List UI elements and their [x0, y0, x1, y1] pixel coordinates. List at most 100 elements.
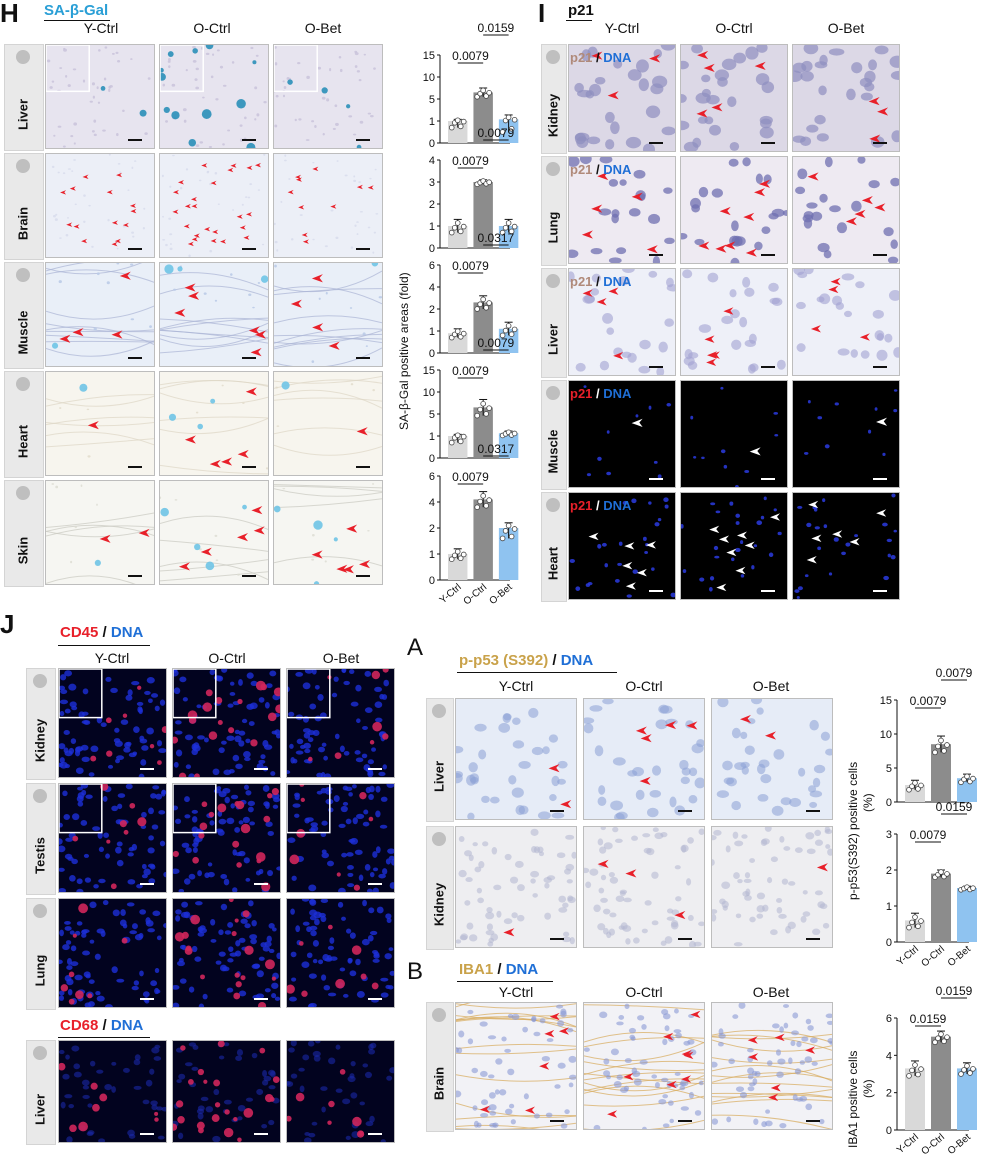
data-point: [499, 332, 506, 339]
row-label-strip: [26, 898, 56, 1010]
bar-o-bet: [498, 433, 519, 458]
row-label-strip: [426, 826, 454, 950]
y-tick-label: 1: [429, 549, 435, 561]
y-tick-label: 1: [429, 326, 435, 338]
bar-chart-H-brain: 0 1 2 3 4 0.0079 0.0079: [429, 126, 519, 255]
panel-h-col-obet: O-Bet: [304, 20, 342, 36]
skin-organ-icon: [16, 486, 30, 500]
micrograph-tile: [680, 380, 788, 488]
panel-i-tile-stain-label: p21 / DNA: [570, 162, 631, 177]
micrograph-tile: [680, 492, 788, 600]
y-tick-label: 4: [886, 1050, 892, 1062]
panel-h-stain-title: SA-β-Gal: [44, 2, 109, 19]
x-tick-label: Y-Ctrl: [895, 1132, 921, 1156]
data-point: [486, 405, 492, 411]
muscle-organ-icon: [546, 386, 560, 400]
micrograph-tile: [286, 668, 395, 778]
panel-a-col-obet: O-Bet: [752, 678, 790, 694]
micrograph-tile: [172, 898, 281, 1008]
p-value-label: 0.0079: [910, 828, 947, 842]
micrograph-tile: [45, 371, 155, 476]
bar-o-ctrl: [473, 92, 493, 143]
micrograph-tile: [273, 480, 383, 585]
data-point: [480, 400, 486, 407]
panel-j-sep-1: /: [102, 624, 107, 641]
data-point: [508, 126, 515, 132]
data-point: [483, 502, 489, 509]
dna-label: DNA: [603, 162, 632, 177]
micrograph-tile: [680, 44, 788, 152]
micrograph-tile: [568, 44, 676, 152]
data-point: [505, 322, 512, 329]
panel-j-cd45: CD45: [60, 624, 99, 641]
row-label-strip: [541, 380, 567, 490]
bar-o-ctrl: [473, 302, 493, 353]
y-tick-label: 2: [429, 523, 435, 535]
data-point: [511, 116, 518, 123]
panel-b-dna: DNA: [505, 961, 539, 978]
p-value-label: 0.0079: [478, 336, 515, 350]
p-value-label: 0.0079: [452, 49, 489, 63]
micrograph-tile: [792, 380, 900, 488]
dna-label: DNA: [603, 50, 632, 65]
row-label-strip: [426, 1002, 454, 1132]
data-point: [932, 749, 938, 756]
panel-i-col-obet: O-Bet: [827, 20, 865, 36]
kidney-organ-icon: [33, 674, 47, 688]
panel-a-col-octrl: O-Ctrl: [625, 678, 663, 694]
x-tick-label: O-Bet: [946, 1132, 973, 1157]
data-point: [970, 885, 976, 891]
p-value-label: 0.0079: [452, 470, 489, 484]
micrograph-tile: [45, 153, 155, 258]
data-point: [474, 412, 480, 419]
data-point: [938, 737, 944, 744]
lung-organ-icon: [546, 162, 560, 176]
panel-j-col-obet: O-Bet: [322, 650, 360, 666]
panel-h-title-underline: [44, 20, 110, 21]
data-point: [964, 1063, 970, 1069]
y-tick-label: 1: [886, 901, 892, 913]
data-point: [909, 783, 915, 790]
micrograph-tile: [172, 1040, 281, 1143]
data-point: [483, 411, 489, 417]
data-point: [935, 743, 941, 750]
data-point: [935, 1035, 941, 1041]
y-tick-label: 3: [429, 177, 435, 189]
data-point: [486, 179, 492, 186]
testis-organ-icon: [33, 789, 47, 803]
liver-organ-icon: [33, 1046, 47, 1060]
row-label-strip: [426, 698, 454, 822]
data-point: [454, 328, 461, 335]
y-tick-label: 5: [886, 763, 892, 775]
data-point: [457, 555, 464, 562]
data-point: [508, 331, 515, 338]
bar-chart-H-muscle: 0 1 2 4 6 0.0079 0.0317: [429, 231, 519, 360]
p-value-label: 0.0079: [478, 126, 515, 140]
micrograph-tile: [583, 826, 705, 948]
data-point: [906, 924, 912, 931]
micrograph-tile: [583, 1002, 705, 1130]
dna-label: DNA: [603, 274, 632, 289]
data-point: [502, 528, 509, 534]
data-point: [457, 438, 464, 445]
micrograph-tile: [159, 480, 269, 585]
panel-i-tile-stain-label: p21 / DNA: [570, 498, 631, 513]
micrograph-tile: [273, 153, 383, 258]
micrograph-tile: [711, 1002, 833, 1130]
panel-j-cd68: CD68: [60, 1017, 99, 1034]
y-tick-label: 0: [429, 348, 435, 360]
p-value-label: 0.0079: [452, 259, 489, 273]
p21-label: p21: [570, 50, 593, 65]
p-value-label: 0.0159: [478, 21, 515, 35]
y-tick-label: 15: [423, 50, 435, 62]
data-point: [941, 1038, 947, 1045]
data-point: [958, 1071, 964, 1077]
lung-organ-icon: [33, 904, 47, 918]
x-tick-label: O-Bet: [487, 582, 514, 607]
x-tick-label: O-Bet: [946, 944, 973, 969]
data-point: [912, 914, 918, 920]
y-tick-label: 1: [429, 221, 435, 233]
micrograph-tile: [273, 371, 383, 476]
